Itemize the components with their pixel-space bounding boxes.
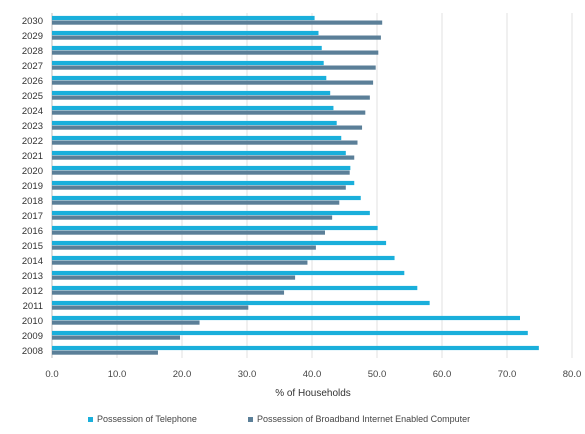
bar-telephone-2020 <box>52 165 351 171</box>
x-tick-labels: 0.0 10.0 20.0 30.0 40.0 50.0 60.0 70.0 80.0 <box>45 369 581 380</box>
bar-telephone-2019 <box>52 180 355 186</box>
x-tick-label: 80.0 <box>563 369 582 380</box>
bar-telephone-2029 <box>52 30 319 36</box>
bar-telephone-2014 <box>52 255 395 261</box>
y-tick-label: 2029 <box>22 31 43 42</box>
bar-broadband-2019 <box>52 185 346 190</box>
bar-telephone-2028 <box>52 45 322 51</box>
bar-broadband-2012 <box>52 290 285 295</box>
bar-telephone-2017 <box>52 210 370 216</box>
bar-broadband-2029 <box>52 35 381 40</box>
y-tick-label: 2010 <box>22 316 43 327</box>
bar-telephone-2023 <box>52 120 337 126</box>
y-tick-label: 2026 <box>22 76 43 87</box>
bar-broadband-2015 <box>52 245 316 250</box>
y-tick-label: 2011 <box>23 301 43 312</box>
bar-telephone-2024 <box>52 105 334 111</box>
legend-label-broadband: Possession of Broadband Internet Enabled… <box>257 414 470 424</box>
legend-swatch-broadband <box>248 417 253 422</box>
bar-broadband-2008 <box>52 350 158 355</box>
y-tick-label: 2012 <box>22 286 43 297</box>
y-tick-label: 2028 <box>22 46 43 57</box>
bar-broadband-2016 <box>52 230 325 235</box>
y-tick-label: 2024 <box>22 106 43 117</box>
bar-telephone-2012 <box>52 285 418 291</box>
bar-telephone-2015 <box>52 240 387 246</box>
bar-telephone-2018 <box>52 195 361 201</box>
x-tick-label: 40.0 <box>303 369 322 380</box>
y-tick-label: 2018 <box>22 196 43 207</box>
y-tick-label: 2015 <box>22 241 43 252</box>
bar-broadband-2024 <box>52 110 366 115</box>
y-tick-label: 2009 <box>22 331 43 342</box>
x-tick-label: 70.0 <box>498 369 517 380</box>
y-tick-label: 2008 <box>22 346 43 357</box>
y-tick-label: 2014 <box>22 256 43 267</box>
y-tick-labels: 2030 2029 2028 2027 2026 2025 2024 2023 2022 2021… <box>22 16 43 357</box>
x-tick-label: 20.0 <box>173 369 192 380</box>
bar-broadband-2011 <box>52 305 249 310</box>
bar-broadband-2021 <box>52 155 355 160</box>
bar-telephone-2013 <box>52 270 405 276</box>
y-tick-label: 2017 <box>22 211 43 222</box>
y-tick-label: 2019 <box>22 181 43 192</box>
bar-telephone-2026 <box>52 75 327 81</box>
y-tick-label: 2025 <box>22 91 43 102</box>
bar-broadband-2030 <box>52 20 383 25</box>
bar-broadband-2028 <box>52 50 379 55</box>
y-tick-label: 2023 <box>22 121 43 132</box>
x-tick-label: 30.0 <box>238 369 257 380</box>
legend-swatch-telephone <box>88 417 93 422</box>
bar-broadband-2023 <box>52 125 363 130</box>
bar-telephone-2011 <box>52 300 430 306</box>
bar-broadband-2027 <box>52 65 376 70</box>
bar-telephone-2010 <box>52 315 520 321</box>
bar-broadband-2025 <box>52 95 370 100</box>
y-tick-label: 2013 <box>22 271 43 282</box>
bar-telephone-2030 <box>52 15 315 21</box>
bar-telephone-2027 <box>52 60 324 66</box>
legend-label-telephone: Possession of Telephone <box>97 414 197 424</box>
bar-telephone-2021 <box>52 150 346 156</box>
y-tick-label: 2021 <box>22 151 43 162</box>
bar-broadband-2026 <box>52 80 374 85</box>
y-tick-label: 2022 <box>22 136 43 147</box>
bar-broadband-2013 <box>52 275 296 280</box>
bar-broadband-2010 <box>52 320 200 325</box>
bar-broadband-2014 <box>52 260 308 265</box>
bar-broadband-2009 <box>52 335 181 340</box>
x-axis-title: % of Households <box>275 388 351 399</box>
x-tick-label: 50.0 <box>368 369 387 380</box>
bar-telephone-2009 <box>52 330 528 336</box>
x-tick-label: 60.0 <box>433 369 452 380</box>
bars <box>52 15 539 355</box>
y-tick-label: 2027 <box>22 61 43 72</box>
legend: Possession of Telephone Possession of Br… <box>88 414 470 424</box>
bar-telephone-2025 <box>52 90 331 96</box>
bar-broadband-2020 <box>52 170 350 175</box>
bar-telephone-2022 <box>52 135 342 141</box>
bar-broadband-2022 <box>52 140 358 145</box>
y-tick-label: 2020 <box>22 166 43 177</box>
bar-broadband-2018 <box>52 200 340 205</box>
x-tick-label: 0.0 <box>45 369 58 380</box>
bar-telephone-2016 <box>52 225 378 231</box>
bar-telephone-2008 <box>52 345 539 351</box>
bar-broadband-2017 <box>52 215 333 220</box>
y-tick-label: 2016 <box>22 226 43 237</box>
y-tick-label: 2030 <box>22 16 43 27</box>
x-tick-label: 10.0 <box>108 369 127 380</box>
